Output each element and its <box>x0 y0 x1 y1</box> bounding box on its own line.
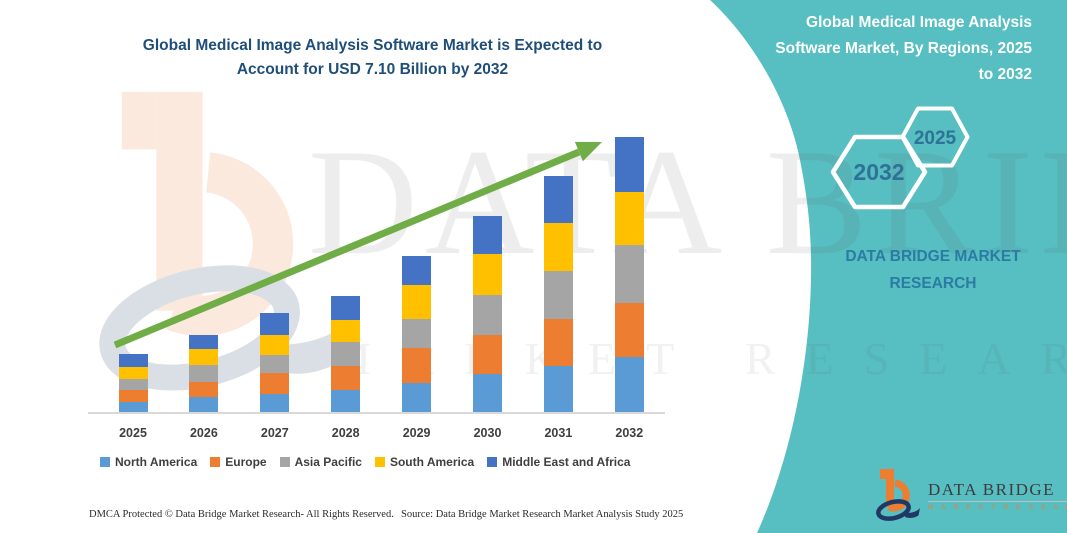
legend-label: Middle East and Africa <box>502 455 631 469</box>
legend-swatch-icon <box>210 457 221 467</box>
bar-2032-middle-east-and-africa <box>614 137 644 193</box>
bar-2029-asia-pacific <box>402 318 432 349</box>
bar-2029-north-america <box>402 383 432 413</box>
bar-2029 <box>402 255 432 413</box>
x-axis-label-2032: 2032 <box>615 426 644 440</box>
x-axis-label-2027: 2027 <box>260 426 289 440</box>
footer-dmca-text: DMCA Protected © Data Bridge Market Rese… <box>89 509 394 520</box>
bar-2026-asia-pacific <box>189 365 219 382</box>
bar-2031-south-america <box>543 223 573 271</box>
bar-2027-asia-pacific <box>260 354 290 373</box>
bar-2028-asia-pacific <box>331 341 361 367</box>
bar-2030-asia-pacific <box>473 295 502 336</box>
legend-swatch-icon <box>279 457 290 467</box>
bar-2030-europe <box>473 335 502 374</box>
databridge-logo-title: DATA BRIDGE <box>928 479 1056 499</box>
bar-2032-asia-pacific <box>614 244 644 303</box>
x-axis-label-2028: 2028 <box>331 426 360 440</box>
bar-2030-south-america <box>473 254 502 296</box>
bar-2025-europe <box>118 389 148 403</box>
panel-heading-line3: to 2032 <box>978 66 1032 83</box>
chart-title-line1: Global Medical Image Analysis Software M… <box>142 37 603 54</box>
bar-2029-europe <box>402 348 432 384</box>
x-axis-label-2025: 2025 <box>119 426 147 440</box>
bar-2029-middle-east-and-africa <box>402 255 432 286</box>
legend-swatch-icon <box>374 457 385 467</box>
databridge-logo: DATA BRIDGE M A R K E T R E S E A R C H <box>871 468 1067 524</box>
bar-2027-north-america <box>260 393 290 413</box>
bar-2032-europe <box>614 302 644 358</box>
bar-2031-middle-east-and-africa <box>543 175 573 224</box>
bar-2031-north-america <box>543 366 573 413</box>
bar-2032-south-america <box>614 192 644 245</box>
legend-swatch-icon <box>487 457 498 467</box>
bar-2029-south-america <box>402 285 432 319</box>
bar-2025-north-america <box>118 402 148 413</box>
x-axis-label-2030: 2030 <box>473 426 502 440</box>
panel-brand-line2: RESEARCH <box>889 275 977 292</box>
bar-2027-middle-east-and-africa <box>260 313 290 336</box>
footer-source-text: Source: Data Bridge Market Research Mark… <box>401 509 684 520</box>
bar-2028-middle-east-and-africa <box>331 296 361 320</box>
panel-brand-line1: DATA BRIDGE MARKET <box>845 248 1021 265</box>
x-axis-line <box>88 412 665 414</box>
bar-2030-north-america <box>473 373 502 413</box>
x-axis-label-2031: 2031 <box>544 426 573 440</box>
legend-item-north-america: North America <box>100 455 197 469</box>
bar-2031-europe <box>543 318 573 367</box>
x-axis-label-2029: 2029 <box>402 426 431 440</box>
bar-2028-south-america <box>331 319 361 342</box>
bar-2028-europe <box>331 366 361 390</box>
legend-label: Europe <box>225 455 267 469</box>
bar-2031-asia-pacific <box>543 270 573 319</box>
legend-item-south-america: South America <box>374 455 475 469</box>
chart-title-line2: Account for USD 7.10 Billion by 2032 <box>236 61 509 78</box>
bar-2027 <box>260 313 290 413</box>
bar-2030 <box>473 216 502 413</box>
chart-legend: North America Europe Asia Pacific South Ame… <box>100 455 680 469</box>
bar-2027-south-america <box>260 335 290 355</box>
bar-2025 <box>118 353 148 413</box>
panel-heading-line2: Software Market, By Regions, 2025 <box>775 40 1032 57</box>
bar-2031 <box>543 175 573 413</box>
bar-2026-south-america <box>189 349 219 366</box>
chart-title: Global Medical Image Analysis Software M… <box>90 34 655 82</box>
bar-2025-middle-east-and-africa <box>118 353 148 368</box>
legend-item-europe: Europe <box>210 455 267 469</box>
panel-heading: Global Medical Image Analysis Software M… <box>730 10 1032 88</box>
legend-label: North America <box>115 455 198 469</box>
bar-2028-north-america <box>331 389 361 413</box>
bar-2032-north-america <box>614 357 644 413</box>
legend-label: South America <box>389 455 475 469</box>
bar-2026 <box>189 335 219 413</box>
panel-heading-line1: Global Medical Image Analysis <box>806 14 1032 31</box>
legend-swatch-icon <box>100 457 110 467</box>
databridge-logo-icon <box>871 468 921 524</box>
bar-2026-middle-east-and-africa <box>189 335 219 350</box>
legend-label: Asia Pacific <box>294 455 362 469</box>
bar-2028 <box>331 296 361 413</box>
databridge-logo-subtitle: M A R K E T R E S E A R C H <box>928 501 1067 511</box>
bar-2026-europe <box>189 381 219 398</box>
legend-item-asia-pacific: Asia Pacific <box>279 455 362 469</box>
bar-2025-asia-pacific <box>118 378 148 390</box>
bar-2025-south-america <box>118 367 148 379</box>
bar-2027-europe <box>260 372 290 394</box>
bar-2032 <box>614 137 644 413</box>
bar-2030-middle-east-and-africa <box>473 216 502 255</box>
x-axis-label-2026: 2026 <box>189 426 218 440</box>
legend-item-middle-east-and-africa: Middle East and Africa <box>487 455 630 469</box>
bar-2026-north-america <box>189 397 219 413</box>
panel-brand-text: DATA BRIDGE MARKET RESEARCH <box>822 243 1044 297</box>
